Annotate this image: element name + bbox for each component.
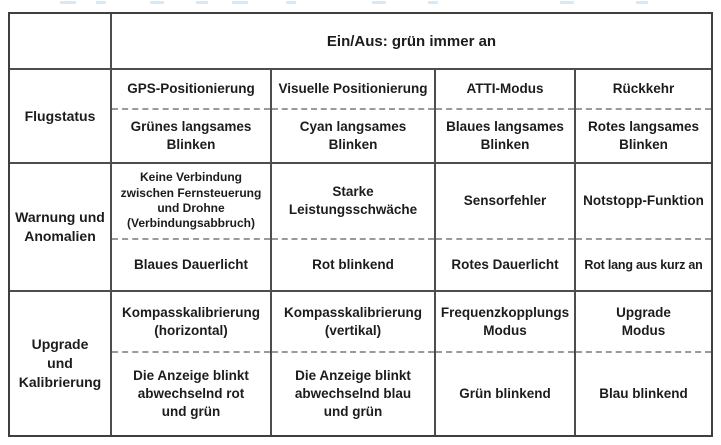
table-column: Frequenzkopplungs Modus Grün blinkend xyxy=(434,292,574,435)
warning-cell: Keine Verbindung zwischen Fernsteuerung … xyxy=(112,164,270,240)
table-column: Starke Leistungsschwäche Rot blinkend xyxy=(270,164,434,290)
table-column: GPS-Positionierung Grünes langsames Blin… xyxy=(110,70,270,162)
warning-cell: Notstopp-Funktion xyxy=(576,164,711,240)
group-label-cell: Flugstatus xyxy=(24,107,96,124)
calibration-mode-cell: Upgrade Modus xyxy=(576,292,711,353)
led-indicator-cell: Die Anzeige blinkt abwechselnd rot und g… xyxy=(133,368,249,419)
table-column: Keine Verbindung zwischen Fernsteuerung … xyxy=(110,164,270,290)
calibration-mode-cell: Frequenzkopplungs Modus xyxy=(436,292,574,353)
cropped-text-artifact xyxy=(0,0,721,5)
table-column: Rückkehr Rotes langsames Blinken xyxy=(574,70,711,162)
led-indicator-cell: Blau blinkend xyxy=(599,386,688,402)
flight-mode-cell: ATTI-Modus xyxy=(436,70,574,110)
warning-cell: Starke Leistungsschwäche xyxy=(272,164,434,240)
warning-cell: Sensorfehler xyxy=(436,164,574,240)
table-column: Notstopp-Funktion Rot lang aus kurz an xyxy=(574,164,711,290)
led-indicator-cell: Rotes Dauerlicht xyxy=(451,257,559,273)
empty-corner-cell xyxy=(10,14,110,68)
table-column: ATTI-Modus Blaues langsames Blinken xyxy=(434,70,574,162)
led-indicator-cell: Rot blinkend xyxy=(312,257,394,273)
led-indicator-cell: Cyan langsames Blinken xyxy=(299,119,407,152)
led-indicator-cell: Rotes langsames Blinken xyxy=(587,119,700,152)
table-group-upgrade: Upgrade und Kalibrierung Kompasskalibrie… xyxy=(10,290,711,435)
table-column: Upgrade Modus Blau blinkend xyxy=(574,292,711,435)
flight-mode-cell: Visuelle Positionierung xyxy=(272,70,434,110)
table-column: Kompasskalibrierung (horizontal) Die Anz… xyxy=(110,292,270,435)
led-indicator-cell: Grün blinkend xyxy=(459,386,551,402)
table-group-warnung: Warnung und Anomalien Keine Verbindung z… xyxy=(10,162,711,290)
led-indicator-cell: Rot lang aus kurz an xyxy=(584,257,703,272)
table-column: Visuelle Positionierung Cyan langsames B… xyxy=(270,70,434,162)
calibration-mode-cell: Kompasskalibrierung (vertikal) xyxy=(272,292,434,353)
flight-mode-cell: Rückkehr xyxy=(576,70,711,110)
table-column: Kompasskalibrierung (vertikal) Die Anzei… xyxy=(270,292,434,435)
group-label-cell: Upgrade und Kalibrierung xyxy=(18,336,102,390)
table-group-flugstatus: Flugstatus GPS-Positionierung Grünes lan… xyxy=(10,68,711,162)
calibration-mode-cell: Kompasskalibrierung (horizontal) xyxy=(112,292,270,353)
group-label-cell: Warnung und Anomalien xyxy=(15,209,105,244)
led-indicator-cell: Blaues langsames Blinken xyxy=(446,119,564,152)
drone-led-status-table: Ein/Aus: grün immer an Flugstatus GPS-Po… xyxy=(8,12,713,437)
led-indicator-cell: Blaues Dauerlicht xyxy=(133,257,249,273)
table-header-row: Ein/Aus: grün immer an xyxy=(10,14,711,68)
led-indicator-cell: Die Anzeige blinkt abwechselnd blau und … xyxy=(294,368,412,419)
led-indicator-cell: Grünes langsames Blinken xyxy=(130,119,252,152)
table-header-title: Ein/Aus: grün immer an xyxy=(110,14,711,68)
flight-mode-cell: GPS-Positionierung xyxy=(112,70,270,110)
table-column: Sensorfehler Rotes Dauerlicht xyxy=(434,164,574,290)
